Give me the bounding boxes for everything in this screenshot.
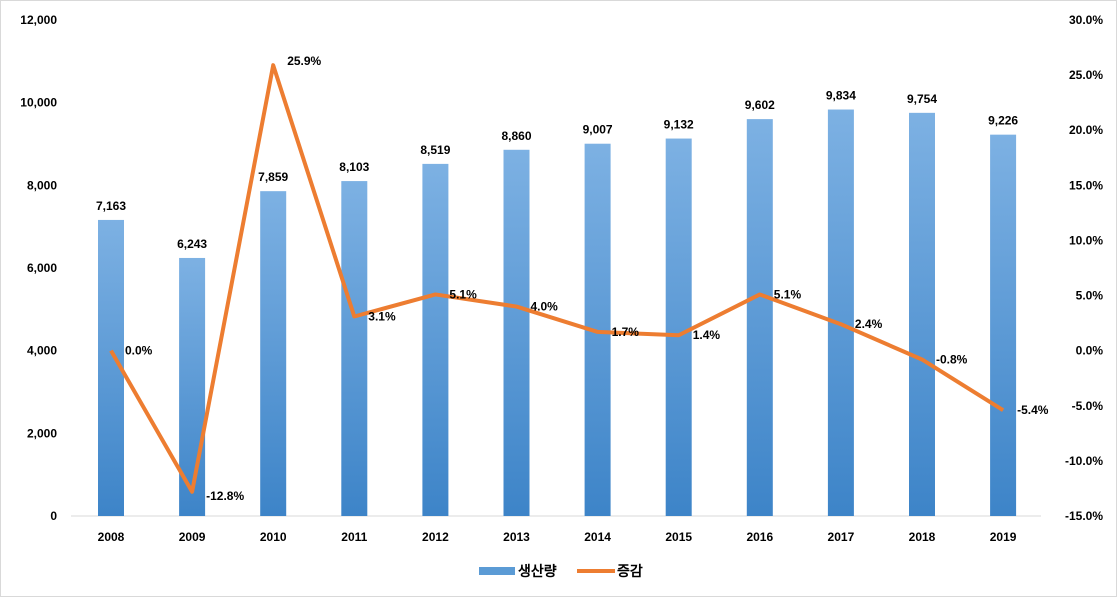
bar-data-label: 9,834 bbox=[826, 89, 856, 103]
line-data-label: 1.7% bbox=[612, 325, 640, 339]
x-axis-tick-label: 2017 bbox=[828, 530, 855, 544]
x-axis-tick-label: 2019 bbox=[990, 530, 1017, 544]
right-axis-tick-label: 25.0% bbox=[1069, 68, 1103, 82]
x-axis-tick-label: 2014 bbox=[584, 530, 611, 544]
left-axis-tick-label: 2,000 bbox=[27, 426, 57, 440]
bar-data-label: 9,602 bbox=[745, 98, 775, 112]
legend-label-bar: 생산량 bbox=[518, 563, 557, 579]
bar-2012 bbox=[422, 164, 448, 516]
right-axis-tick-label: 10.0% bbox=[1069, 233, 1103, 247]
bar-2013 bbox=[504, 150, 530, 516]
line-data-label: 5.1% bbox=[449, 287, 477, 301]
x-axis-tick-label: 2018 bbox=[909, 530, 936, 544]
bar-data-label: 9,754 bbox=[907, 92, 937, 106]
bar-data-label: 7,163 bbox=[96, 199, 126, 213]
bar-data-label: 9,226 bbox=[988, 114, 1018, 128]
bar-2016 bbox=[747, 119, 773, 516]
bar-2019 bbox=[990, 135, 1016, 516]
line-data-label: 0.0% bbox=[125, 344, 153, 358]
bar-data-label: 8,519 bbox=[420, 143, 450, 157]
bar-data-label: 6,243 bbox=[177, 237, 207, 251]
bar-data-label: 8,103 bbox=[339, 160, 369, 174]
legend-swatch-bar bbox=[479, 567, 515, 575]
line-data-label: 5.1% bbox=[774, 287, 802, 301]
x-axis-tick-label: 2011 bbox=[341, 530, 367, 544]
left-axis-tick-label: 4,000 bbox=[27, 344, 57, 358]
left-axis-tick-label: 10,000 bbox=[20, 96, 57, 110]
x-axis-tick-label: 2012 bbox=[422, 530, 449, 544]
x-axis-tick-label: 2008 bbox=[98, 530, 125, 544]
bar-2015 bbox=[666, 139, 692, 516]
right-axis-tick-label: 5.0% bbox=[1076, 289, 1104, 303]
line-data-label: 3.1% bbox=[368, 309, 396, 323]
left-axis-tick-label: 8,000 bbox=[27, 178, 57, 192]
bar-data-label: 8,860 bbox=[501, 129, 531, 143]
bar-data-label: 7,859 bbox=[258, 170, 288, 184]
bar-2018 bbox=[909, 113, 935, 516]
right-axis-tick-label: -5.0% bbox=[1072, 399, 1104, 413]
right-axis-tick-label: -15.0% bbox=[1065, 509, 1103, 523]
x-axis-tick-label: 2009 bbox=[179, 530, 206, 544]
bar-data-label: 9,132 bbox=[664, 118, 694, 132]
right-axis-tick-label: 0.0% bbox=[1076, 344, 1104, 358]
right-axis-tick-label: 15.0% bbox=[1069, 178, 1103, 192]
bar-2011 bbox=[341, 181, 367, 516]
bar-2010 bbox=[260, 191, 286, 516]
x-axis-tick-label: 2015 bbox=[665, 530, 692, 544]
line-data-label: -12.8% bbox=[206, 489, 244, 503]
line-data-label: 4.0% bbox=[531, 300, 559, 314]
right-axis-tick-label: 20.0% bbox=[1069, 123, 1103, 137]
x-axis-tick-label: 2016 bbox=[746, 530, 773, 544]
x-axis-tick-label: 2013 bbox=[503, 530, 530, 544]
line-series-증감 bbox=[111, 65, 1003, 492]
left-axis-tick-label: 6,000 bbox=[27, 261, 57, 275]
line-data-label: -0.8% bbox=[936, 352, 968, 366]
x-axis-tick-label: 2010 bbox=[260, 530, 287, 544]
left-axis-tick-label: 12,000 bbox=[20, 13, 57, 27]
line-data-label: 25.9% bbox=[287, 54, 321, 68]
bar-data-label: 9,007 bbox=[583, 123, 613, 137]
line-data-label: 2.4% bbox=[855, 317, 883, 331]
right-axis-tick-label: 30.0% bbox=[1069, 13, 1103, 27]
line-data-label: 1.4% bbox=[693, 328, 721, 342]
legend-label-line: 증감 bbox=[617, 563, 643, 579]
bar-2017 bbox=[828, 110, 854, 516]
left-axis-tick-label: 0 bbox=[50, 509, 57, 523]
line-data-label: -5.4% bbox=[1017, 403, 1049, 417]
right-axis-tick-label: -10.0% bbox=[1065, 454, 1103, 468]
